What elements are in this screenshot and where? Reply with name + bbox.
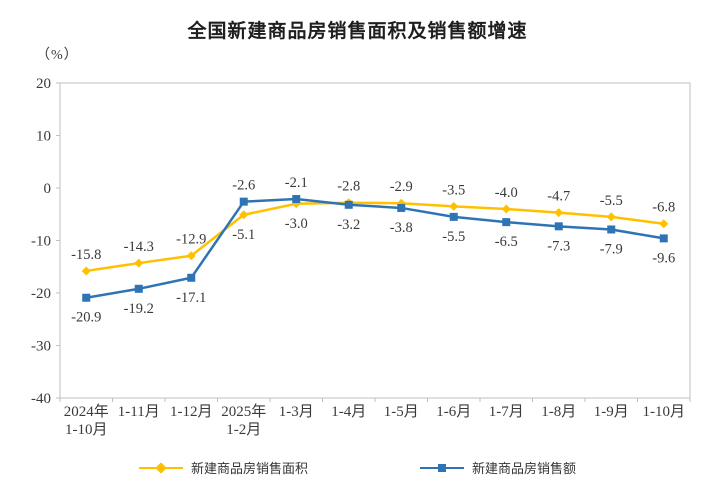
x-axis-label: 1-4月	[331, 404, 366, 420]
data-point-label: -20.9	[71, 310, 101, 326]
data-point-label: -5.5	[442, 229, 465, 245]
data-point-label: -4.7	[547, 189, 570, 205]
data-point-label: -3.2	[337, 217, 360, 233]
legend-item-sales-amount: 新建商品房销售额	[420, 458, 576, 477]
data-point-label: -6.8	[652, 200, 675, 216]
y-tick-label: -10	[31, 234, 51, 250]
x-axis-label: 1-6月	[436, 404, 471, 420]
data-point-marker	[81, 266, 91, 276]
data-point-label: -14.3	[124, 239, 154, 255]
data-point-label: -2.6	[232, 178, 255, 194]
data-point-marker	[82, 293, 91, 302]
chart-legend: 新建商品房销售面积 新建商品房销售额	[0, 458, 715, 477]
data-point-label: -9.6	[652, 250, 675, 266]
data-point-marker	[449, 212, 458, 221]
legend-label-sales-area: 新建商品房销售面积	[190, 461, 308, 476]
x-axis-label: 1-7月	[489, 404, 524, 420]
data-point-marker	[554, 222, 563, 231]
data-point-marker	[344, 200, 353, 209]
data-point-marker	[239, 197, 248, 206]
data-point-label: -2.8	[337, 179, 360, 195]
data-point-marker	[134, 258, 144, 268]
data-point-marker	[501, 204, 511, 214]
data-point-marker	[292, 195, 301, 204]
legend-label-sales-amount: 新建商品房销售额	[472, 461, 577, 476]
legend-item-sales-area: 新建商品房销售面积	[138, 458, 308, 477]
y-axis-unit-label: （%）	[36, 48, 79, 63]
data-point-label: -19.2	[124, 301, 154, 317]
legend-sample-sales-amount	[420, 463, 464, 473]
series-line-0	[86, 201, 664, 273]
x-axis-label: 1-3月	[279, 404, 314, 420]
data-point-label: -2.9	[390, 179, 413, 195]
data-point-marker	[187, 273, 196, 282]
data-point-marker	[606, 212, 616, 222]
legend-marker-diamond-icon	[155, 461, 167, 474]
data-point-label: -4.0	[495, 185, 518, 201]
data-point-label: -12.9	[176, 232, 206, 248]
data-point-label: -3.5	[442, 182, 465, 198]
data-point-marker	[186, 251, 196, 261]
data-point-label: -15.8	[71, 247, 101, 263]
x-axis-label: 1-12月	[170, 404, 213, 420]
x-axis-label: 1-10月	[65, 422, 108, 438]
legend-sample-sales-area	[138, 461, 183, 474]
x-axis-label: 1-5月	[384, 404, 419, 420]
x-axis-label: 2024年	[64, 403, 109, 420]
data-point-label: -7.9	[600, 241, 623, 257]
data-point-label: -5.1	[232, 227, 255, 243]
x-axis-label: 1-2月	[226, 422, 261, 438]
data-point-marker	[659, 219, 669, 229]
data-point-label: -6.5	[495, 234, 518, 250]
x-axis-label: 1-9月	[594, 404, 629, 420]
data-point-label: -2.1	[285, 175, 308, 191]
data-point-marker	[134, 284, 143, 293]
chart-title: 全国新建商品房销售面积及销售额增速	[187, 21, 528, 42]
series-line-1	[86, 197, 664, 299]
data-point-label: -5.5	[600, 193, 623, 209]
x-axis-label: 1-10月	[643, 404, 686, 420]
data-point-marker	[239, 210, 249, 220]
data-point-label: -3.8	[390, 220, 413, 236]
y-tick-label: -30	[31, 339, 51, 355]
data-point-marker	[607, 225, 616, 234]
data-point-marker	[659, 234, 668, 243]
y-tick-label: -20	[31, 286, 51, 302]
data-point-marker	[449, 201, 459, 211]
y-tick-label: -40	[31, 391, 51, 407]
x-axis-label: 1-8月	[541, 404, 576, 420]
y-tick-label: 20	[36, 76, 51, 92]
data-point-marker	[397, 203, 406, 212]
data-point-marker	[554, 208, 564, 218]
data-point-marker	[502, 218, 511, 227]
x-axis-label: 1-11月	[118, 404, 160, 420]
legend-marker-square-icon	[438, 463, 446, 472]
data-point-label: -17.1	[176, 290, 206, 306]
y-tick-label: 0	[44, 181, 52, 197]
x-axis-label: 2025年	[221, 403, 266, 420]
plot-border	[59, 82, 691, 399]
data-point-label: -3.0	[285, 216, 308, 232]
y-tick-label: 10	[36, 129, 51, 145]
data-point-label: -7.3	[547, 238, 570, 254]
